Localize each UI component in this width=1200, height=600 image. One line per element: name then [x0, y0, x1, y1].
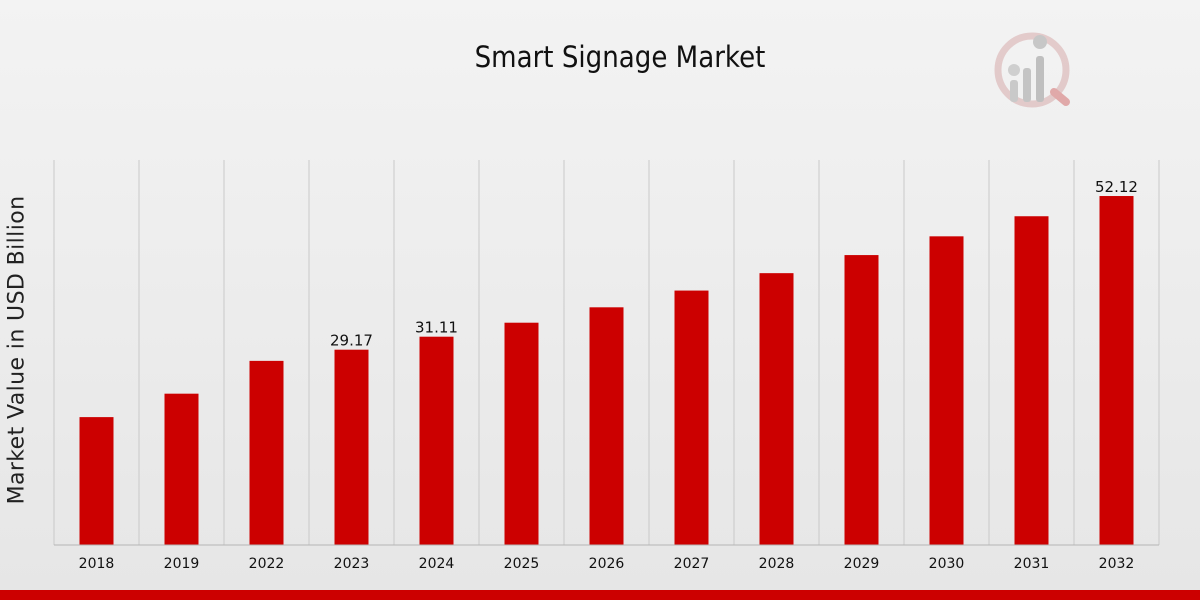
x-tick-label-2031: 2031 [1014, 556, 1050, 572]
bar-2028 [759, 273, 794, 545]
grid-lines [53, 160, 1160, 545]
data-label-2032: 52.12 [1095, 178, 1138, 196]
x-tick-label-2026: 2026 [589, 556, 625, 572]
brand-logo-icon [994, 32, 1070, 108]
x-tick-label-2025: 2025 [504, 556, 540, 572]
bar-2030 [929, 236, 964, 545]
data-labels: 29.17 31.11 52.12 [330, 178, 1138, 350]
bottom-accent-bar [0, 590, 1200, 600]
x-tick-label-2018: 2018 [79, 556, 115, 572]
x-tick-label-2029: 2029 [844, 556, 880, 572]
x-tick-label-2024: 2024 [419, 556, 455, 572]
bar-2032 [1099, 196, 1134, 545]
bar-2022 [249, 360, 284, 545]
bar-2031 [1014, 216, 1049, 546]
x-tick-label-2019: 2019 [164, 556, 200, 572]
x-tick-label-2032: 2032 [1099, 556, 1135, 572]
bars [79, 196, 1134, 546]
bar-2024 [419, 336, 454, 545]
bar-2019 [164, 393, 199, 545]
x-tick-labels: 2018 2019 2022 2023 2024 2025 2026 2027 2028 2029… [79, 556, 1135, 572]
data-label-2023: 29.17 [330, 332, 373, 350]
bar-2023 [334, 349, 369, 545]
bar-2029 [844, 255, 879, 546]
bar-2027 [674, 290, 709, 545]
x-tick-label-2027: 2027 [674, 556, 710, 572]
chart-title: Smart Signage Market [474, 40, 766, 74]
data-label-2024: 31.11 [415, 319, 458, 337]
bar-2026 [589, 307, 624, 545]
bar-2018 [79, 417, 114, 545]
x-tick-label-2028: 2028 [759, 556, 795, 572]
x-tick-label-2023: 2023 [334, 556, 370, 572]
x-tick-label-2022: 2022 [249, 556, 285, 572]
x-tick-label-2030: 2030 [929, 556, 965, 572]
bar-2025 [504, 322, 539, 545]
